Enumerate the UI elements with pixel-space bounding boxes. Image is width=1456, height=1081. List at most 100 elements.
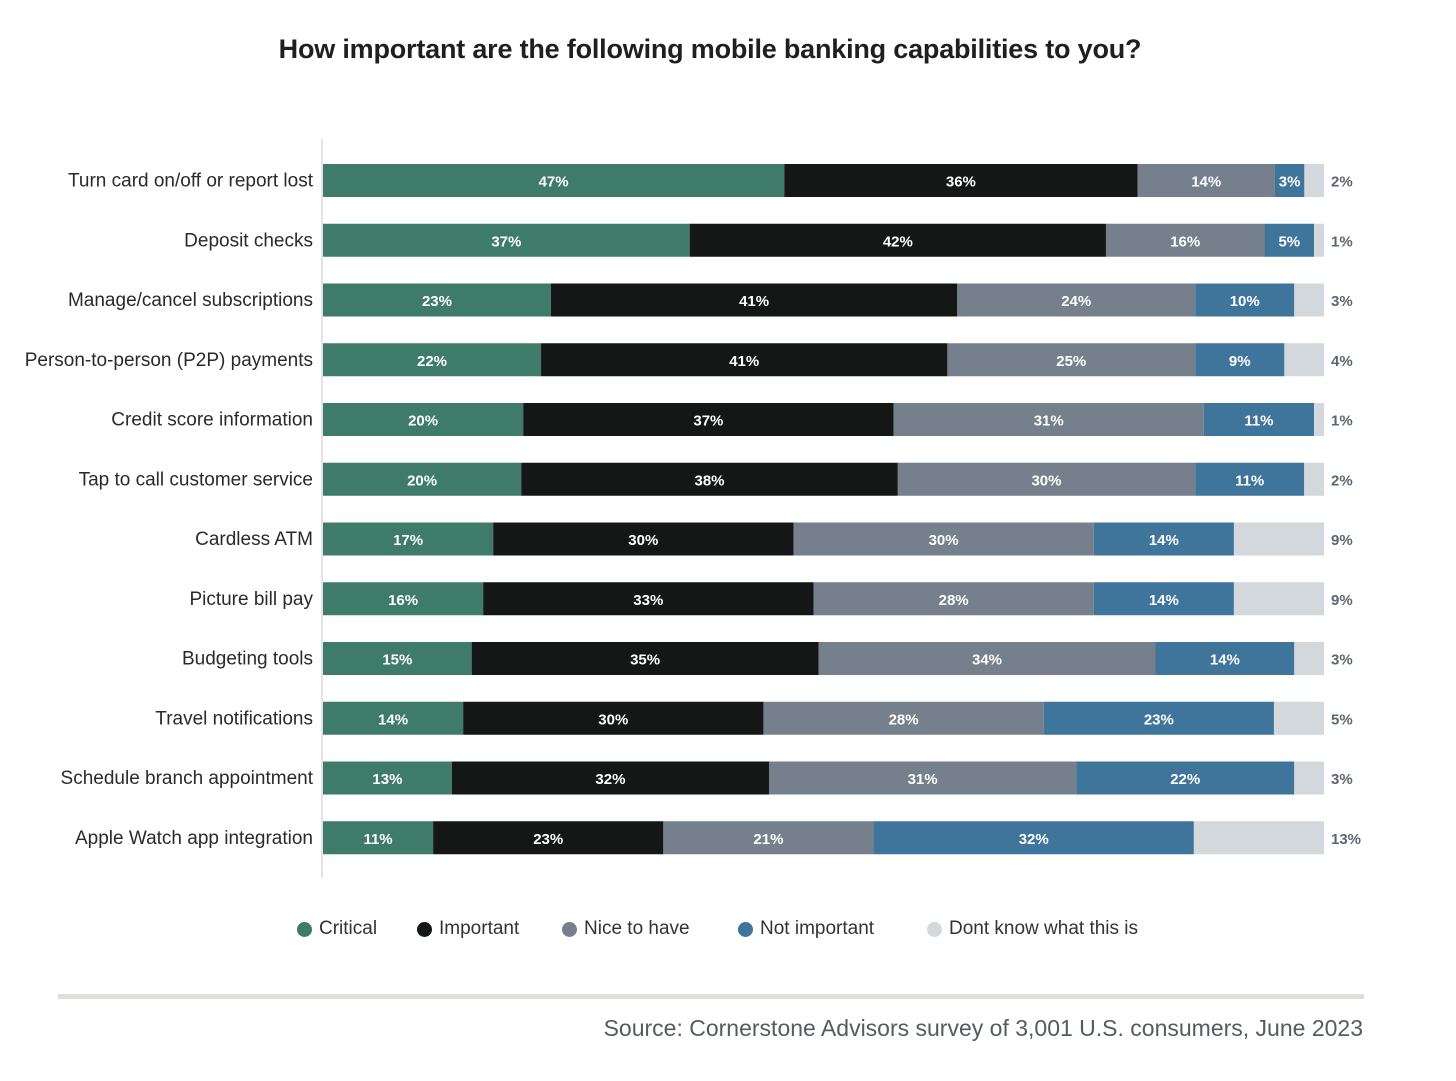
bar-segment — [1264, 223, 1315, 257]
legend-swatch — [417, 921, 432, 937]
bar-segment — [493, 522, 794, 556]
bar-segment — [451, 761, 769, 795]
bar-segment — [768, 761, 1077, 795]
bar-segment — [1274, 164, 1305, 197]
data-label: 9% — [1229, 353, 1251, 370]
data-label: 37% — [693, 413, 723, 430]
bar-segment — [323, 164, 785, 197]
bar-segment — [1233, 582, 1324, 616]
data-label: 14% — [378, 711, 408, 728]
bar-segment — [483, 582, 814, 616]
bar-segment — [1093, 582, 1234, 616]
bar-segment — [1155, 642, 1295, 675]
bar-segment — [893, 403, 1204, 436]
data-label: 3% — [1331, 652, 1353, 669]
legend-item: Critical — [297, 918, 377, 940]
legend-item: Nice to have — [562, 918, 690, 940]
bar-segment — [947, 343, 1196, 377]
bar-segment — [1294, 761, 1324, 795]
legend-swatch — [562, 921, 577, 937]
category-label: Manage/cancel subscriptions — [68, 290, 313, 311]
bar-segment — [1195, 343, 1285, 377]
category-label: Credit score information — [111, 410, 313, 431]
data-label: 41% — [729, 353, 759, 370]
data-label: 30% — [1031, 472, 1061, 489]
data-label: 28% — [889, 711, 919, 728]
category-label: Turn card on/off or report lost — [68, 171, 314, 192]
data-label: 14% — [1210, 652, 1240, 669]
data-label: 3% — [1279, 174, 1301, 191]
bar-segment — [323, 462, 522, 496]
source-note: Source: Cornerstone Advisors survey of 3… — [603, 1015, 1363, 1041]
category-label: Deposit checks — [184, 230, 313, 251]
legend-swatch — [297, 921, 312, 937]
category-label: Tap to call customer service — [79, 469, 313, 490]
bar-segment — [323, 582, 484, 616]
data-label: 13% — [1331, 831, 1361, 848]
data-label: 14% — [1149, 592, 1179, 609]
data-label: 17% — [393, 532, 423, 549]
bar-segment — [1284, 343, 1324, 377]
category-label: Travel notifications — [155, 708, 313, 729]
bar-segment — [1195, 283, 1295, 317]
data-label: 2% — [1331, 174, 1353, 191]
legend-item: Not important — [738, 918, 874, 940]
data-label: 35% — [630, 652, 660, 669]
data-label: 14% — [1191, 174, 1221, 191]
bar-segment — [433, 821, 664, 855]
data-label: 16% — [388, 592, 418, 609]
bar-segment — [323, 642, 472, 675]
data-label: 5% — [1331, 711, 1353, 728]
bar-segment — [1043, 701, 1274, 735]
data-label: 24% — [1061, 293, 1091, 310]
data-label: 47% — [539, 174, 569, 191]
bar-segment — [323, 343, 542, 377]
data-label: 5% — [1278, 233, 1300, 250]
bar-segment — [323, 283, 551, 317]
chart-title: How important are the following mobile b… — [278, 34, 1142, 64]
bar-segment — [521, 462, 898, 496]
bar-segment — [471, 642, 819, 675]
data-label: 33% — [633, 592, 663, 609]
legend-item: Important — [417, 918, 519, 940]
bar-segment — [1294, 642, 1324, 675]
data-label: 41% — [739, 293, 769, 310]
bar-segment — [1304, 462, 1324, 496]
bar-segment — [1304, 164, 1324, 197]
category-label: Schedule branch appointment — [61, 768, 314, 789]
data-label: 23% — [533, 831, 563, 848]
data-label: 37% — [491, 233, 521, 250]
data-label: 11% — [1244, 413, 1273, 430]
data-label: 11% — [1235, 472, 1264, 489]
data-label: 16% — [1170, 233, 1200, 250]
legend-label: Important — [439, 918, 520, 939]
footer-divider — [58, 994, 1364, 999]
data-label: 20% — [407, 472, 437, 489]
data-label: 13% — [372, 771, 402, 788]
legend-swatch — [927, 921, 942, 937]
legend-swatch — [738, 921, 753, 937]
category-label: Person-to-person (P2P) payments — [25, 350, 313, 371]
category-label: Apple Watch app integration — [75, 828, 313, 849]
data-label: 2% — [1331, 472, 1353, 489]
category-label: Picture bill pay — [189, 589, 313, 610]
data-label: 30% — [598, 711, 628, 728]
data-label: 34% — [972, 652, 1002, 669]
bar-segment — [957, 283, 1196, 317]
bar-segment — [323, 701, 464, 735]
data-label: 32% — [595, 771, 625, 788]
data-label: 9% — [1331, 532, 1353, 549]
bar-segment — [1313, 403, 1324, 436]
data-label: 42% — [883, 233, 913, 250]
bar-segment — [873, 821, 1194, 855]
data-label: 38% — [695, 472, 725, 489]
bar-segment — [1193, 821, 1324, 855]
data-label: 4% — [1331, 353, 1353, 370]
data-label: 11% — [363, 831, 392, 848]
bar-segment — [793, 522, 1094, 556]
data-label: 31% — [908, 771, 938, 788]
category-label: Cardless ATM — [195, 529, 313, 550]
bar-segment — [1273, 701, 1324, 735]
bar-segment — [323, 761, 452, 795]
data-label: 36% — [946, 174, 976, 191]
